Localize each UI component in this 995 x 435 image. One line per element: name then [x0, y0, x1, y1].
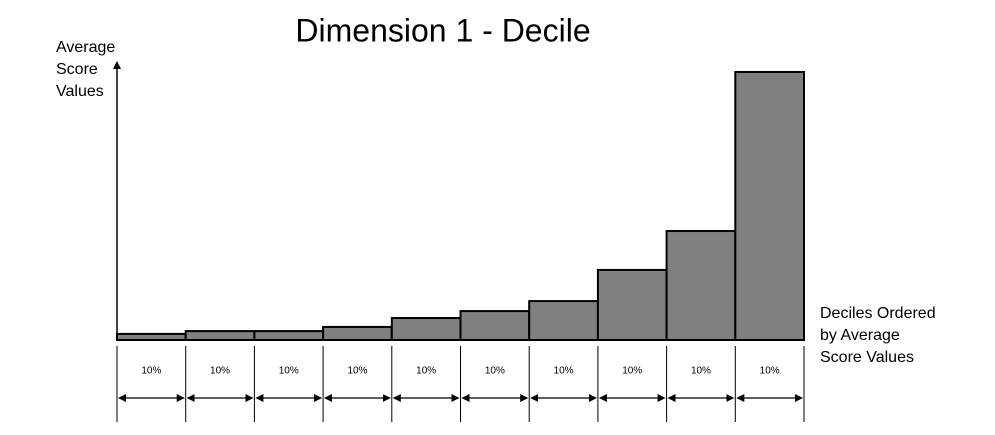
y-axis-label: Average	[56, 39, 115, 56]
bar	[528, 300, 599, 341]
x-tick-label: 10%	[760, 366, 780, 377]
x-tick-label: 10%	[347, 366, 367, 377]
bar	[459, 310, 531, 342]
x-tick-label: 10%	[416, 366, 436, 377]
bar	[596, 268, 668, 341]
chart-title: Dimension 1 - Decile	[295, 12, 590, 48]
bar	[734, 71, 805, 342]
x-axis-label: Deciles Ordered	[820, 305, 936, 322]
x-tick-label: 10%	[622, 366, 642, 377]
x-axis-label: by Average	[820, 327, 900, 344]
x-tick-label: 10%	[485, 366, 505, 377]
x-tick-label: 10%	[279, 366, 299, 377]
x-axis-label: Score Values	[820, 349, 914, 366]
bar	[322, 325, 393, 341]
x-tick-label: 10%	[210, 366, 230, 377]
bar	[665, 230, 737, 341]
x-tick-label: 10%	[141, 366, 161, 377]
x-tick-label: 10%	[554, 366, 574, 377]
bar	[390, 317, 462, 341]
y-axis-label: Values	[56, 83, 104, 100]
y-axis-label: Score	[56, 61, 98, 78]
bar	[184, 330, 256, 342]
bar	[253, 330, 325, 342]
x-tick-label: 10%	[691, 366, 711, 377]
